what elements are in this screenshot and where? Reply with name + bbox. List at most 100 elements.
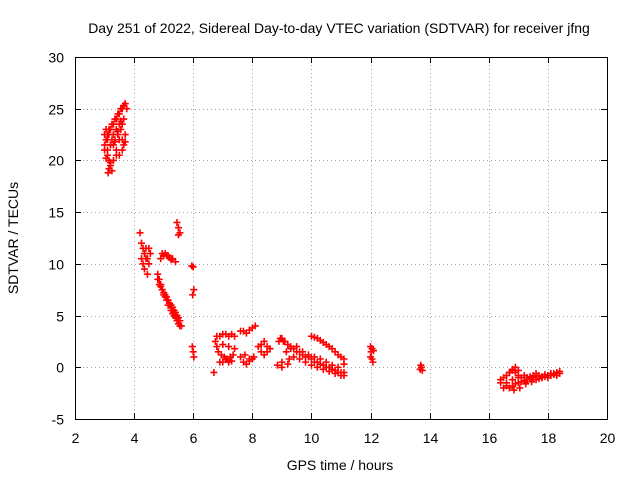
- data-point: [284, 360, 292, 368]
- data-point: [229, 351, 237, 359]
- data-point: [556, 367, 564, 375]
- data-point: [117, 117, 125, 125]
- data-point: [310, 353, 318, 361]
- data-point: [173, 218, 181, 226]
- data-point: [225, 343, 233, 351]
- data-point: [121, 100, 129, 108]
- data-point: [177, 322, 185, 330]
- data-point: [231, 345, 239, 353]
- x-tick-label: 10: [304, 430, 320, 446]
- data-point: [304, 351, 312, 359]
- y-tick-label: 30: [48, 50, 64, 66]
- plot-frame: [75, 57, 608, 420]
- chart-title: Day 251 of 2022, Sidereal Day-to-day VTE…: [88, 20, 590, 36]
- x-tick-label: 8: [249, 430, 257, 446]
- data-point: [340, 368, 348, 376]
- data-point: [174, 314, 182, 322]
- data-point: [528, 378, 536, 386]
- data-point: [189, 263, 197, 271]
- y-tick-label: -5: [52, 412, 65, 428]
- data-point: [290, 353, 298, 361]
- data-point: [188, 343, 196, 351]
- data-point: [250, 353, 258, 361]
- grid: [75, 57, 607, 419]
- data-point: [273, 361, 281, 369]
- data-point: [102, 125, 110, 133]
- data-point: [331, 369, 339, 377]
- data-point: [514, 366, 522, 374]
- data-point: [109, 120, 117, 128]
- data-point: [219, 341, 227, 349]
- x-tick-label: 2: [72, 430, 80, 446]
- data-point: [285, 355, 293, 363]
- y-tick-label: 10: [48, 257, 64, 273]
- data-point: [139, 260, 147, 268]
- data-point: [325, 367, 333, 375]
- data-point: [169, 303, 177, 311]
- data-point: [340, 355, 348, 363]
- data-point: [287, 345, 295, 353]
- data-point: [146, 250, 154, 258]
- y-tick-label: 25: [48, 102, 64, 118]
- data-point: [160, 289, 168, 297]
- data-point: [121, 131, 129, 139]
- x-tick-label: 20: [600, 430, 616, 446]
- data-point: [514, 374, 522, 382]
- data-point: [544, 372, 552, 380]
- data-point: [316, 355, 324, 363]
- data-point: [136, 229, 144, 237]
- axes: 2 4 6 8 10 12 14 16 18 20 -5 0 5 10 15 20 25 30: [48, 50, 615, 447]
- data-point: [115, 110, 123, 118]
- data-point: [112, 115, 120, 123]
- data-point: [121, 138, 129, 146]
- data-point: [260, 337, 268, 345]
- data-point: [334, 363, 342, 371]
- data-point: [210, 368, 218, 376]
- data-point: [282, 348, 290, 356]
- x-tick-label: 16: [482, 430, 498, 446]
- data-point: [510, 386, 518, 394]
- data-point: [279, 337, 287, 345]
- data-point: [228, 357, 236, 365]
- data-point: [174, 224, 182, 232]
- data-point: [231, 332, 239, 340]
- data-point: [319, 365, 327, 373]
- data-point: [105, 165, 113, 173]
- y-tick-label: 0: [56, 360, 64, 376]
- data-point: [508, 376, 516, 384]
- x-tick-label: 18: [541, 430, 557, 446]
- data-point: [188, 262, 196, 270]
- data-point: [102, 154, 110, 162]
- data-point: [115, 151, 123, 159]
- data-point: [140, 250, 148, 258]
- data-point: [532, 373, 540, 381]
- data-point: [189, 291, 197, 299]
- data-point: [145, 260, 153, 268]
- data-point: [171, 258, 179, 266]
- data-point: [328, 361, 336, 369]
- y-tick-label: 20: [48, 153, 64, 169]
- data-point: [114, 127, 122, 135]
- data-point: [164, 252, 172, 260]
- y-tick-label: 5: [56, 309, 64, 325]
- data-point: [138, 255, 145, 263]
- data-point: [106, 158, 114, 166]
- data-point: [550, 369, 558, 377]
- data-point: [307, 361, 315, 369]
- data-point: [154, 275, 162, 283]
- data-point: [163, 293, 171, 301]
- data-point: [123, 105, 131, 113]
- data-point: [522, 380, 530, 388]
- y-axis-title: SDTVAR / TECUs: [5, 182, 21, 294]
- data-point: [263, 348, 271, 356]
- data-point: [503, 379, 511, 387]
- data-point: [138, 239, 145, 247]
- data-point: [213, 343, 221, 351]
- data-point: [104, 169, 112, 177]
- data-point: [322, 358, 330, 366]
- x-tick-label: 14: [423, 430, 439, 446]
- data-point: [171, 308, 179, 316]
- data-point: [251, 322, 259, 330]
- data-point: [369, 358, 377, 366]
